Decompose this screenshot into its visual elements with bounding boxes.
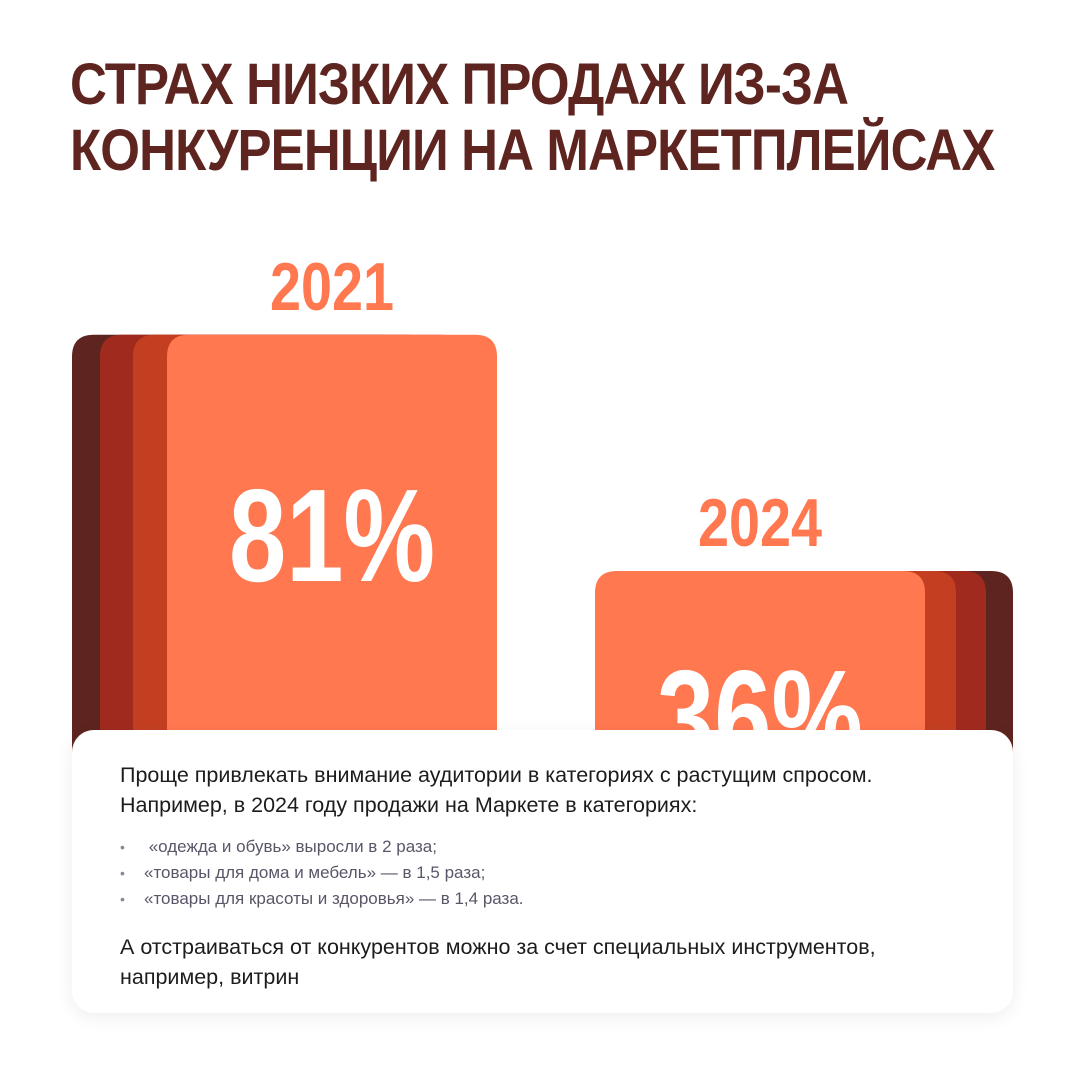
list-item: • «товары для красоты и здоровья» — в 1,4… bbox=[120, 886, 524, 912]
bar-year-label-2024: 2024 bbox=[697, 485, 823, 561]
title-line-1: СТРАХ НИЗКИХ ПРОДАЖ ИЗ-ЗА bbox=[70, 52, 849, 117]
list-item-text: «товары для красоты и здоровья» — в 1,4 … bbox=[144, 889, 524, 908]
bullet-icon: • bbox=[120, 891, 125, 907]
category-growth-list: • «одежда и обувь» выросли в 2 раза; • «т… bbox=[120, 834, 524, 912]
bar-year-label-2021: 2021 bbox=[269, 248, 395, 325]
bar-value-label-2021: 81% bbox=[228, 461, 436, 609]
list-item-text: «одежда и обувь» выросли в 2 раза; bbox=[144, 837, 437, 856]
bar-2024 bbox=[595, 571, 925, 760]
bullet-icon: • bbox=[120, 865, 125, 881]
bullet-icon: • bbox=[120, 839, 125, 855]
list-item: • «товары для дома и мебель» — в 1,5 раза… bbox=[120, 860, 524, 886]
card-footer-text: А отстраиваться от конкурентов можно за … bbox=[120, 935, 876, 989]
list-item: • «одежда и обувь» выросли в 2 раза; bbox=[120, 834, 524, 860]
title-line-2: КОНКУРЕНЦИИ НА МАРКЕТПЛЕЙСАХ bbox=[70, 118, 995, 183]
bar-2021 bbox=[167, 334, 497, 760]
card-lead-text: Проще привлекать внимание аудитории в ка… bbox=[120, 763, 873, 817]
list-item-text: «товары для дома и мебель» — в 1,5 раза; bbox=[144, 863, 486, 882]
page-title: СТРАХ НИЗКИХ ПРОДАЖ ИЗ-ЗА КОНКУРЕНЦИИ НА… bbox=[70, 52, 995, 184]
info-card: Проще привлекать внимание аудитории в ка… bbox=[72, 730, 1013, 1013]
